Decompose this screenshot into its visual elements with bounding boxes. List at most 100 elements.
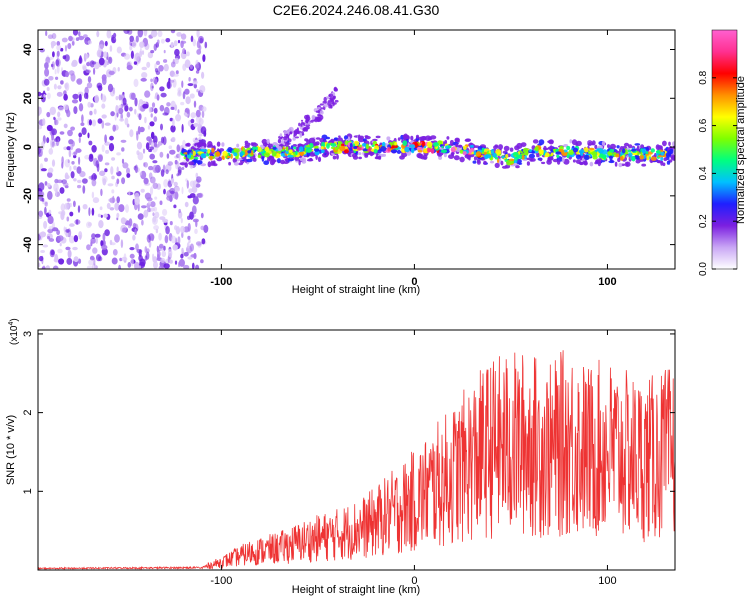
x-tick-label: 0 <box>411 276 417 288</box>
ridge-blob <box>287 154 294 158</box>
figure-title: C2E6.2024.246.08.41.G30 <box>273 2 440 18</box>
noise-blob <box>65 229 70 233</box>
ridge-blob <box>326 136 330 140</box>
ridge-blob <box>216 141 221 147</box>
noise-blob <box>198 123 201 127</box>
noise-blob <box>47 34 54 39</box>
noise-blob <box>155 60 161 66</box>
branch-blob <box>286 142 291 145</box>
noise-blob <box>191 186 198 194</box>
ridge-blob <box>589 161 594 167</box>
ridge-blob <box>299 157 307 162</box>
branch-blob <box>314 116 319 121</box>
branch-blob <box>289 130 293 135</box>
noise-blob <box>119 257 123 262</box>
noise-blob <box>57 248 63 254</box>
noise-blob <box>38 210 43 217</box>
ridge-blob <box>343 135 348 140</box>
noise-blob <box>178 208 181 214</box>
noise-blob <box>64 174 70 180</box>
ridge-blob <box>572 147 579 153</box>
noise-blob <box>56 179 63 184</box>
noise-blob <box>153 142 158 148</box>
ridge-blob <box>358 156 362 160</box>
ridge-blob <box>595 159 601 163</box>
ridge-blob <box>626 162 629 167</box>
ridge-blob <box>631 155 636 162</box>
noise-blob <box>162 112 169 116</box>
noise-blob <box>121 158 125 164</box>
branch-blob <box>300 123 303 127</box>
noise-blob <box>163 188 166 195</box>
noise-blob <box>61 210 66 217</box>
ridge-blob <box>571 139 578 146</box>
noise-blob <box>121 147 125 152</box>
ridge-blob <box>402 140 408 146</box>
noise-blob <box>47 171 53 178</box>
colorbar-gradient <box>711 29 738 270</box>
ridge-blob <box>211 147 215 153</box>
noise-blob <box>56 91 63 97</box>
ridge-blob <box>616 145 620 149</box>
noise-blob <box>184 88 190 95</box>
ridge-blob <box>601 140 606 146</box>
noise-blob <box>87 132 90 139</box>
noise-blob <box>64 83 68 89</box>
noise-blob <box>177 109 180 114</box>
ridge-blob <box>339 145 346 152</box>
noise-blob <box>116 46 122 54</box>
noise-blob <box>86 82 93 89</box>
noise-blob <box>55 76 59 81</box>
ridge-blob <box>635 159 641 164</box>
noise-blob <box>141 72 148 79</box>
branch-blob <box>298 122 301 127</box>
ridge-blob <box>308 137 316 144</box>
ridge-blob <box>464 138 471 142</box>
ridge-blob <box>261 156 265 162</box>
noise-blob <box>98 57 105 66</box>
noise-blob <box>96 49 102 58</box>
noise-blob <box>46 87 50 91</box>
noise-blob <box>115 96 119 101</box>
noise-blob <box>46 111 51 118</box>
ridge-blob <box>453 155 460 161</box>
noise-blob <box>106 202 111 209</box>
ridge-blob <box>372 138 378 142</box>
noise-blob <box>101 120 105 129</box>
noise-blob <box>200 225 205 231</box>
noise-blob <box>111 189 115 194</box>
ridge-blob <box>528 153 536 159</box>
noise-blob <box>91 191 95 199</box>
noise-blob <box>39 48 45 53</box>
noise-blob <box>193 100 197 108</box>
noise-blob <box>57 85 62 90</box>
ridge-blob <box>216 151 220 157</box>
noise-blob <box>87 76 92 83</box>
ridge-blob <box>660 156 664 161</box>
ridge-blob <box>594 144 598 150</box>
noise-blob <box>189 64 193 70</box>
x-tick-label: -100 <box>210 276 232 288</box>
noise-blob <box>84 40 88 45</box>
noise-blob <box>191 205 197 215</box>
noise-blob <box>163 63 169 72</box>
ridge-blob <box>365 135 371 140</box>
ridge-blob <box>264 152 270 158</box>
noise-blob <box>69 211 74 217</box>
noise-blob <box>44 206 47 215</box>
noise-blob <box>106 30 112 39</box>
noise-blob <box>113 32 117 38</box>
noise-blob <box>58 106 64 112</box>
ridge-blob <box>441 145 444 149</box>
ridge-blob <box>246 158 253 163</box>
noise-blob <box>144 255 148 261</box>
ridge-blob <box>506 159 512 166</box>
noise-blob <box>139 258 146 267</box>
branch-blob <box>293 133 296 138</box>
noise-blob <box>70 126 75 131</box>
snr-x-ticks: -100 0 100 <box>210 330 617 587</box>
snr-y-ticks: 1 2 3 <box>22 331 675 494</box>
noise-blob <box>161 250 167 258</box>
y-tick-label: 20 <box>22 92 34 104</box>
noise-blob <box>200 259 204 264</box>
